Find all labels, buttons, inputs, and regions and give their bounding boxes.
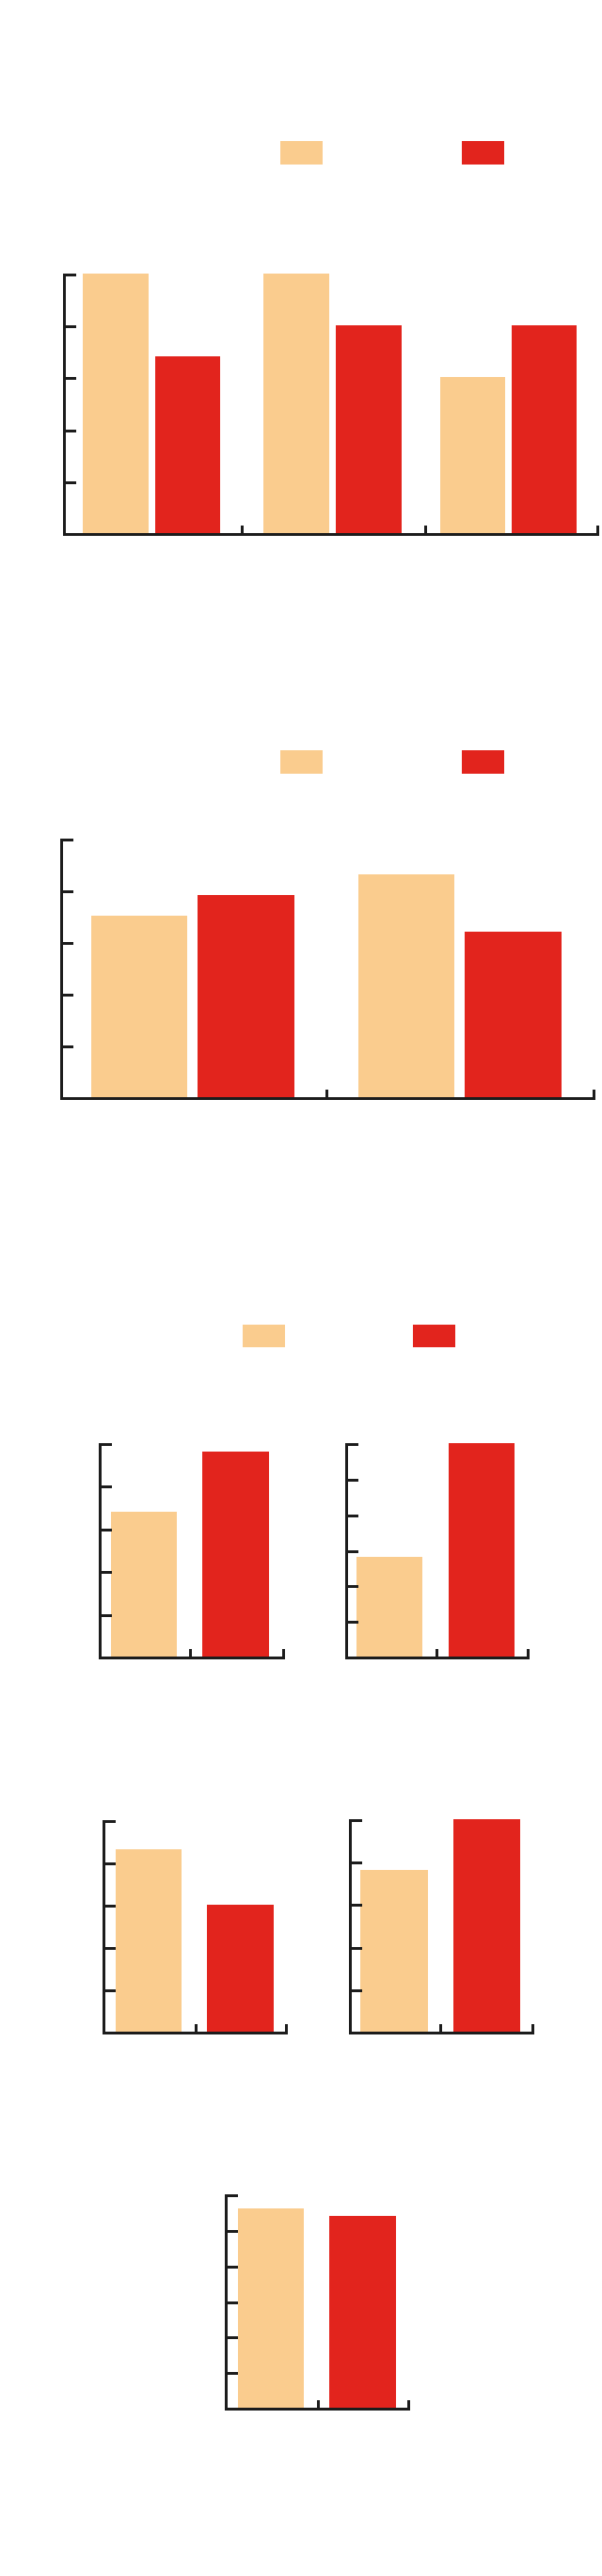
- x-tick-chart-4-left: [285, 2024, 288, 2032]
- bar-red-chart-1: [155, 356, 220, 533]
- y-tick-chart-3-right: [348, 1515, 358, 1517]
- bar-red-chart-4-left: [207, 1905, 274, 2032]
- bar-red-chart-1: [512, 325, 577, 533]
- x-axis-spine-chart-3-left: [99, 1657, 285, 1659]
- x-axis-spine-chart-4-right: [349, 2032, 534, 2034]
- y-axis-spine-chart-3-right: [345, 1443, 348, 1659]
- y-tick-chart-3-left: [102, 1485, 112, 1488]
- y-tick-chart-3-right: [348, 1621, 358, 1624]
- bar-light-chart-4-right: [360, 1870, 428, 2032]
- x-tick-chart-3-left: [282, 1649, 285, 1657]
- bar-light-chart-1: [263, 274, 329, 533]
- y-tick-chart-4-right: [352, 1861, 362, 1864]
- x-tick-chart-3-left: [189, 1649, 192, 1657]
- x-tick-chart-1: [596, 526, 599, 533]
- bar-light-chart-1: [83, 274, 149, 533]
- legend-swatch-red: [413, 1325, 455, 1347]
- y-tick-chart-4-left: [105, 1989, 116, 1992]
- y-tick-chart-5: [228, 2301, 238, 2304]
- y-tick-chart-4-left: [105, 1905, 116, 1908]
- x-tick-chart-2: [593, 1090, 595, 1097]
- x-tick-chart-3-right: [527, 1649, 530, 1657]
- legend-swatch-light: [280, 750, 323, 774]
- legend-swatch-red: [462, 750, 504, 774]
- bar-red-chart-2: [465, 932, 562, 1097]
- y-tick-chart-1: [66, 377, 76, 380]
- x-axis-spine-chart-2: [60, 1097, 595, 1100]
- y-axis-spine-chart-4-right: [349, 1819, 352, 2034]
- y-tick-chart-3-right: [348, 1443, 358, 1446]
- y-tick-chart-4-left: [105, 1820, 116, 1823]
- bar-red-chart-5: [329, 2216, 396, 2408]
- y-tick-chart-4-left: [105, 1862, 116, 1865]
- y-tick-chart-3-right: [348, 1550, 358, 1553]
- bar-light-chart-2: [91, 916, 187, 1097]
- bar-red-chart-2: [198, 895, 294, 1097]
- y-tick-chart-2: [63, 839, 73, 841]
- y-tick-chart-2: [63, 890, 73, 893]
- y-tick-chart-5: [228, 2266, 238, 2269]
- y-tick-chart-1: [66, 430, 76, 432]
- x-axis-spine-chart-3-right: [345, 1657, 530, 1659]
- y-tick-chart-3-right: [348, 1585, 358, 1588]
- bar-red-chart-3-right: [449, 1443, 515, 1657]
- bar-light-chart-3-right: [356, 1557, 422, 1657]
- bar-light-chart-3-left: [111, 1512, 177, 1657]
- x-tick-chart-4-left: [195, 2024, 198, 2032]
- x-tick-chart-4-right: [439, 2024, 442, 2032]
- x-tick-chart-3-right: [436, 1649, 438, 1657]
- y-axis-spine-chart-1: [63, 274, 66, 536]
- y-tick-chart-3-right: [348, 1479, 358, 1482]
- y-tick-chart-5: [228, 2372, 238, 2375]
- x-axis-spine-chart-5: [225, 2408, 410, 2411]
- x-tick-chart-1: [424, 526, 427, 533]
- y-axis-spine-chart-3-left: [99, 1443, 102, 1659]
- y-tick-chart-3-left: [102, 1614, 112, 1617]
- y-tick-chart-4-right: [352, 1904, 362, 1907]
- bar-light-chart-5: [238, 2208, 304, 2408]
- y-axis-spine-chart-4-left: [103, 1820, 105, 2034]
- y-tick-chart-3-left: [102, 1529, 112, 1531]
- y-tick-chart-3-left: [102, 1443, 112, 1446]
- x-tick-chart-2: [325, 1090, 328, 1097]
- y-tick-chart-3-left: [102, 1571, 112, 1574]
- y-tick-chart-4-right: [352, 1989, 362, 1992]
- legend-swatch-light: [280, 141, 323, 165]
- y-tick-chart-2: [63, 994, 73, 997]
- y-tick-chart-2: [63, 1045, 73, 1048]
- x-tick-chart-5: [407, 2400, 410, 2408]
- y-axis-spine-chart-2: [60, 839, 63, 1100]
- bar-light-chart-1: [440, 377, 505, 533]
- x-axis-spine-chart-4-left: [103, 2032, 288, 2034]
- legend-swatch-red: [462, 141, 504, 165]
- bar-light-chart-2: [358, 874, 454, 1097]
- bar-red-chart-3-left: [202, 1452, 269, 1657]
- y-tick-chart-5: [228, 2336, 238, 2339]
- x-tick-chart-4-right: [531, 2024, 534, 2032]
- legend-swatch-light: [243, 1325, 285, 1347]
- x-axis-spine-chart-1: [63, 533, 599, 536]
- y-tick-chart-4-right: [352, 1947, 362, 1950]
- bar-light-chart-4-left: [116, 1849, 182, 2032]
- y-tick-chart-5: [228, 2194, 238, 2197]
- y-tick-chart-1: [66, 274, 76, 276]
- y-tick-chart-5: [228, 2230, 238, 2233]
- y-tick-chart-1: [66, 325, 76, 328]
- y-tick-chart-4-right: [352, 1819, 362, 1822]
- y-tick-chart-2: [63, 942, 73, 945]
- x-tick-chart-1: [241, 526, 244, 533]
- y-tick-chart-4-left: [105, 1947, 116, 1950]
- bar-red-chart-4-right: [453, 1819, 520, 2032]
- y-axis-spine-chart-5: [225, 2194, 228, 2411]
- x-tick-chart-5: [317, 2400, 320, 2408]
- y-tick-chart-1: [66, 481, 76, 484]
- bar-red-chart-1: [336, 325, 402, 533]
